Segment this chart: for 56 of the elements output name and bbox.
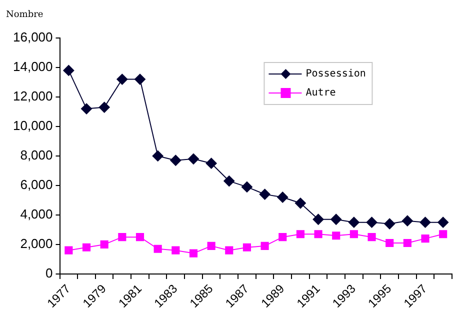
point <box>294 198 306 209</box>
point <box>206 158 217 169</box>
point <box>154 244 162 253</box>
point <box>116 74 128 85</box>
point <box>82 243 91 252</box>
point <box>63 64 74 76</box>
point <box>348 216 360 228</box>
point <box>136 233 144 242</box>
y-tick-label: 2,000 <box>20 236 53 252</box>
point <box>189 249 198 258</box>
point <box>350 230 358 238</box>
point <box>259 188 270 200</box>
point <box>439 230 448 238</box>
point <box>278 233 287 242</box>
legend-label: Possession <box>306 68 366 80</box>
point <box>403 238 412 248</box>
point <box>188 153 199 164</box>
point <box>277 192 288 203</box>
point <box>81 103 92 114</box>
y-tick-label: 8,000 <box>20 148 53 163</box>
point <box>242 243 251 252</box>
y-tick-label: 4,000 <box>20 206 53 222</box>
legend-label: Autre <box>306 88 336 99</box>
y-tick-label: 0 <box>46 266 53 281</box>
point <box>330 214 342 225</box>
point <box>420 216 431 228</box>
point <box>421 234 430 243</box>
y-tick-label: 16,000 <box>12 30 53 45</box>
point <box>172 246 180 254</box>
y-axis-title: Nombre <box>6 10 44 20</box>
y-tick-label: 6,000 <box>20 177 53 192</box>
point <box>312 214 324 225</box>
point <box>98 102 110 113</box>
point <box>64 246 73 254</box>
point <box>100 240 108 248</box>
point <box>314 230 322 238</box>
point <box>170 154 182 166</box>
point <box>260 242 269 250</box>
point <box>134 74 146 85</box>
point <box>207 242 216 250</box>
point <box>296 230 304 238</box>
y-tick-label: 12,000 <box>12 88 53 104</box>
point <box>402 215 413 226</box>
point <box>384 218 396 230</box>
point <box>225 246 234 254</box>
y-tick-label: 10,000 <box>12 118 53 134</box>
point <box>241 181 252 192</box>
point <box>118 233 126 242</box>
y-tick-label: 14,000 <box>12 59 53 74</box>
point <box>332 232 340 240</box>
point <box>152 150 164 162</box>
point <box>366 216 378 228</box>
point <box>368 233 376 242</box>
point <box>224 176 235 187</box>
point <box>438 216 449 228</box>
point <box>386 238 394 248</box>
